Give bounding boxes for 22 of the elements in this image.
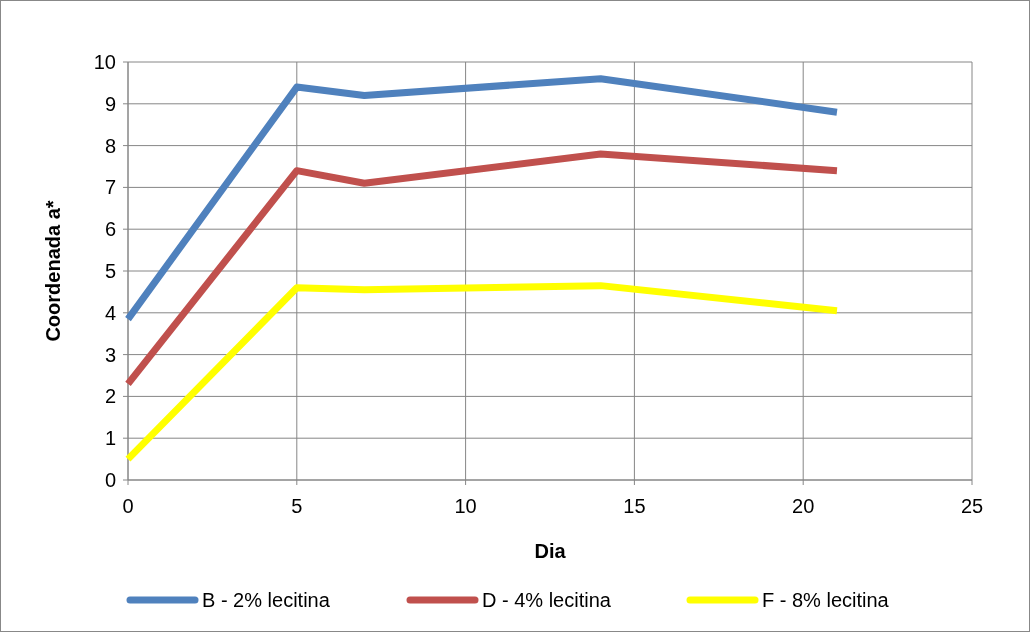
x-tick-label: 10 — [454, 495, 477, 517]
y-tick-label: 0 — [104, 469, 116, 491]
legend-label: D - 4% lecitina — [482, 589, 612, 611]
x-tick-label: 25 — [960, 495, 984, 517]
x-tick-label: 20 — [792, 495, 815, 517]
y-tick-label: 3 — [104, 343, 116, 366]
x-tick-label: 5 — [291, 495, 303, 517]
y-tick-label: 10 — [93, 51, 116, 73]
y-tick-label: 7 — [104, 176, 116, 199]
y-tick-label: 4 — [104, 301, 116, 324]
y-tick-label: 5 — [104, 260, 116, 282]
y-tick-label: 8 — [104, 134, 116, 157]
legend-label: B - 2% lecitina — [202, 589, 331, 611]
y-tick-label: 6 — [104, 218, 116, 241]
y-axis-title: Coordenada a* — [42, 200, 64, 342]
y-tick-label: 2 — [104, 385, 116, 408]
legend-label: F - 8% lecitina — [762, 589, 890, 611]
x-tick-label: 15 — [623, 495, 646, 517]
x-axis-title: Dia — [534, 540, 567, 562]
y-tick-label: 1 — [104, 427, 116, 450]
x-tick-label: 0 — [122, 495, 134, 517]
y-tick-label: 9 — [104, 92, 116, 115]
